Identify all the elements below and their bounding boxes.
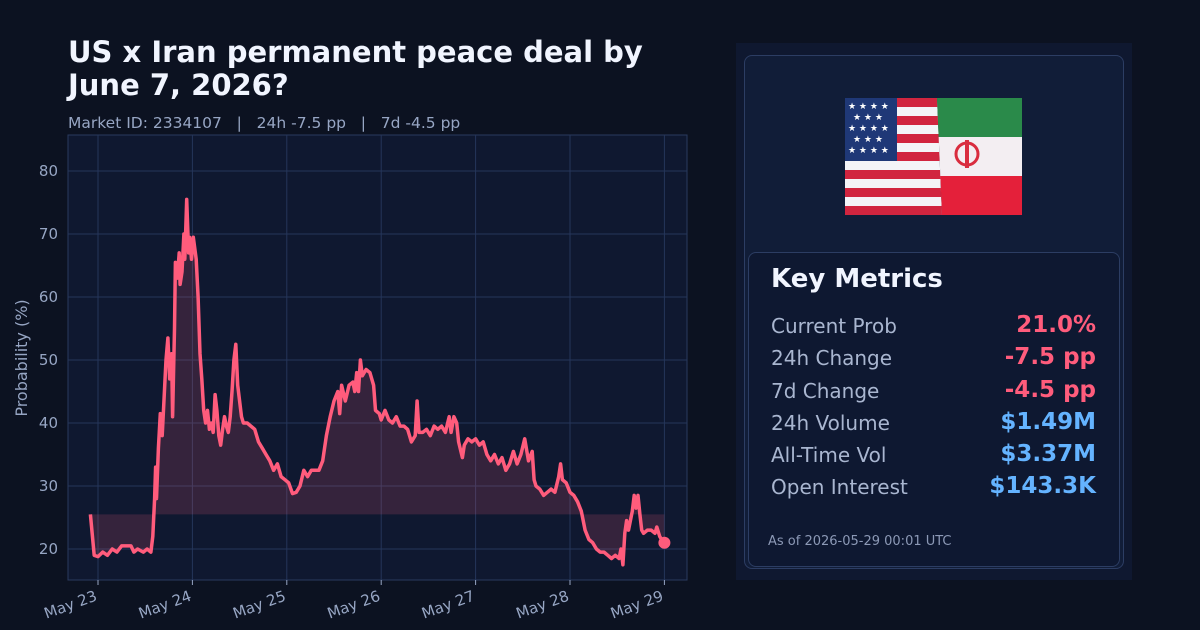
x-tick-label: May 27 [419, 587, 477, 623]
y-axis-label: Probability (%) [12, 299, 31, 416]
y-tick-label: 80 [39, 162, 58, 180]
svg-text:★ ★ ★ ★: ★ ★ ★ ★ [848, 146, 889, 156]
metric-row-7d-change: 7d Change -4.5 pp [771, 377, 1096, 409]
y-tick-label: 60 [39, 288, 58, 306]
metric-row-open-interest: Open Interest $143.3K [771, 473, 1096, 505]
key-metrics-title: Key Metrics [771, 264, 943, 294]
x-tick-label: May 28 [514, 587, 572, 623]
svg-text:★ ★ ★: ★ ★ ★ [853, 135, 883, 145]
metric-row-all-time-vol: All-Time Vol $3.37M [771, 441, 1096, 473]
series-line [88, 197, 666, 567]
y-tick-label: 40 [39, 414, 58, 432]
y-tick-label: 30 [39, 477, 58, 495]
metric-value: -4.5 pp [1004, 377, 1096, 403]
x-tick-label: May 29 [608, 587, 666, 623]
x-tick-label: May 26 [325, 587, 383, 623]
us-iran-flags-icon: ★ ★ ★ ★ ★ ★ ★ ★ ★ ★ ★ ★ ★ ★ ★ ★ ★ ★ [845, 98, 1022, 215]
x-tick-label: May 24 [136, 587, 194, 623]
x-tick-label: May 25 [230, 587, 288, 623]
as-of-timestamp: As of 2026-05-29 00:01 UTC [768, 534, 952, 549]
y-tick-label: 70 [39, 225, 58, 243]
metric-label: Open Interest [771, 475, 908, 499]
y-tick-label: 20 [39, 540, 58, 558]
key-metrics-card [748, 252, 1120, 567]
grid [68, 135, 687, 580]
metric-value: -7.5 pp [1004, 344, 1096, 370]
probability-chart: 20 30 40 50 60 70 80 May 23 May 24 May 25 May 26 Ma… [12, 134, 688, 623]
chart-subtitle: Market ID: 2334107 | 24h -7.5 pp | 7d -4… [68, 114, 461, 132]
x-tick-label: May 23 [42, 587, 100, 623]
metric-label: 24h Change [771, 346, 893, 370]
baseline-fill-area [90, 199, 665, 565]
metric-label: 24h Volume [771, 411, 890, 435]
svg-text:★ ★ ★: ★ ★ ★ [853, 113, 883, 123]
metric-value: $143.3K [989, 473, 1096, 499]
metric-row-24h-volume: 24h Volume $1.49M [771, 409, 1096, 441]
metric-value: $1.49M [1000, 409, 1096, 435]
y-tick-label: 50 [39, 351, 58, 369]
metric-label: All-Time Vol [771, 443, 887, 467]
metric-value: 21.0% [1016, 312, 1096, 338]
svg-text:★ ★ ★ ★: ★ ★ ★ ★ [848, 124, 889, 134]
metric-label: Current Prob [771, 314, 897, 338]
svg-text:★ ★ ★ ★: ★ ★ ★ ★ [848, 102, 889, 112]
current-value-dot [658, 536, 671, 549]
metric-row-current-prob: Current Prob 21.0% [771, 312, 1096, 344]
metric-value: $3.37M [1000, 441, 1096, 467]
metric-label: 7d Change [771, 379, 880, 403]
metric-row-24h-change: 24h Change -7.5 pp [771, 344, 1096, 376]
chart-title: US x Iran permanent peace deal by June 7… [68, 35, 643, 102]
